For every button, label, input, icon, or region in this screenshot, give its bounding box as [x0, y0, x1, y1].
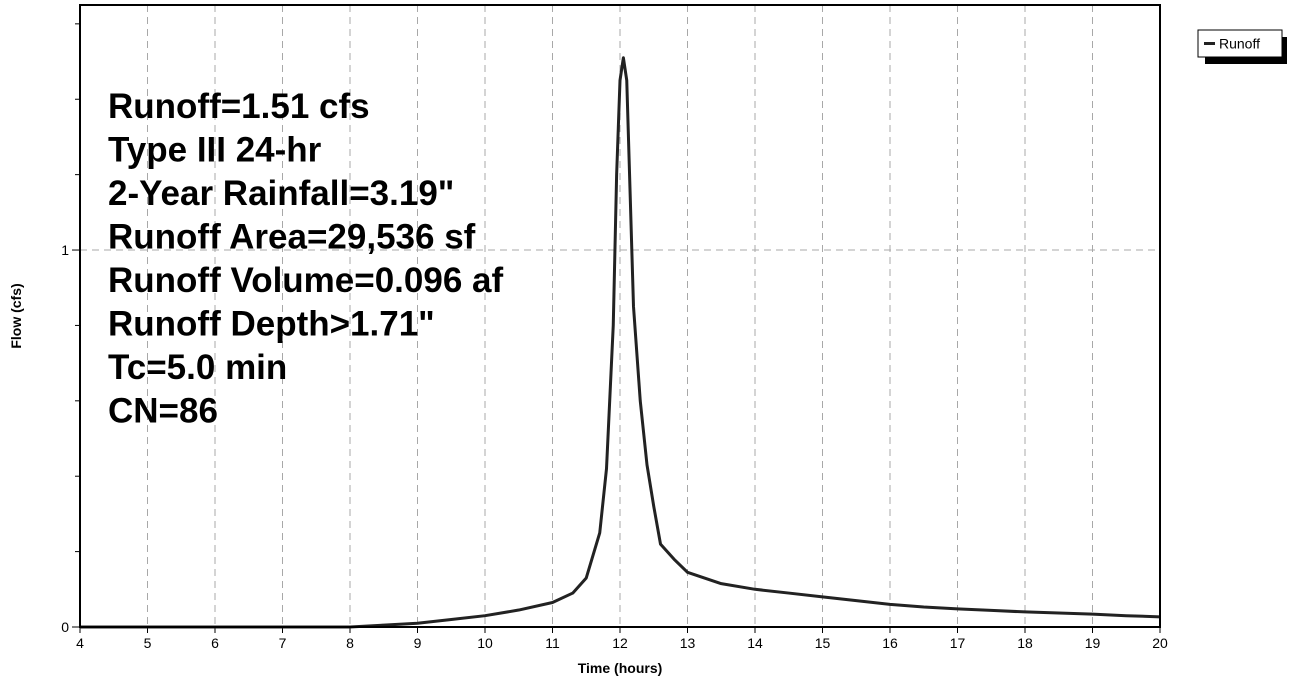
annotation-line: Runoff=1.51 cfs — [108, 87, 370, 126]
annotation-line: 2-Year Rainfall=3.19" — [108, 174, 454, 213]
annotations: Runoff=1.51 cfs Type III 24-hr 2-Year Rain… — [108, 87, 503, 431]
x-tick-label: 19 — [1085, 635, 1101, 651]
x-tick-label: 4 — [76, 635, 84, 651]
annotation-line: Runoff Area=29,536 sf — [108, 218, 476, 257]
legend-item-runoff: Runoff — [1219, 36, 1260, 52]
y-tick-label: 0 — [61, 619, 69, 635]
annotation-line: CN=86 — [108, 392, 218, 431]
x-tick-label: 9 — [414, 635, 422, 651]
annotation-line: Tc=5.0 min — [108, 348, 287, 387]
annotation-line: Type III 24-hr — [108, 131, 322, 170]
plot-frame — [79, 4, 1161, 628]
series-line-runoff — [80, 56, 1161, 629]
x-tick-label: 16 — [882, 635, 898, 651]
x-tick-label: 12 — [612, 635, 628, 651]
x-tick-label: 14 — [747, 635, 763, 651]
x-axis-label: Time (hours) — [578, 660, 663, 676]
y-axis-label: Flow (cfs) — [8, 283, 24, 348]
x-tick-label: 13 — [680, 635, 696, 651]
x-tick-label: 17 — [950, 635, 966, 651]
series-layer — [80, 56, 1161, 629]
x-tick-label: 15 — [815, 635, 831, 651]
x-tick-label: 10 — [477, 635, 493, 651]
x-tick-label: 11 — [545, 635, 560, 651]
x-tick-label: 6 — [211, 635, 219, 651]
annotation-line: Runoff Volume=0.096 af — [108, 261, 503, 300]
y-tick-label: 1 — [61, 242, 69, 258]
tick-labels: 4 5 6 7 8 9 10 11 12 13 14 15 16 17 18 19 20 0 1 — [61, 242, 1168, 651]
x-tick-label: 20 — [1152, 635, 1168, 651]
x-tick-label: 8 — [346, 635, 354, 651]
x-tick-label: 7 — [279, 635, 287, 651]
annotation-line: Runoff Depth>1.71" — [108, 305, 435, 344]
legend: Runoff — [1197, 29, 1287, 64]
x-tick-label: 18 — [1017, 635, 1033, 651]
x-tick-label: 5 — [144, 635, 152, 651]
